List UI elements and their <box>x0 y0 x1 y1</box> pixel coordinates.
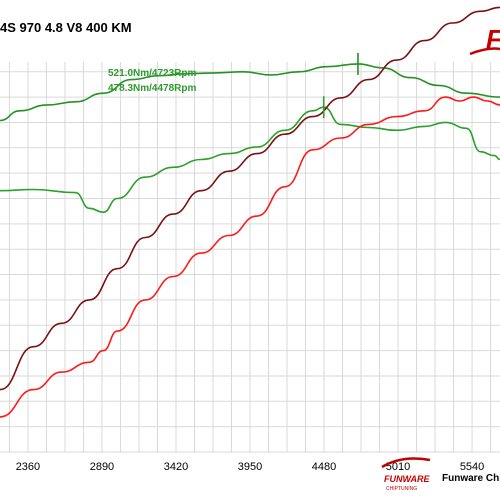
annotations-layer: 521.0Nm/4723Rpm 478.3Nm/4478Rpm <box>108 52 359 119</box>
chart-title: 4S 970 4.8 V8 400 KM <box>0 20 132 35</box>
funware-watermark: FUNWARE CHIPTUNING <box>381 457 431 492</box>
logo-swoosh <box>469 47 500 56</box>
watermark-swoosh <box>381 457 431 469</box>
series-line-3 <box>0 6 500 391</box>
x-tick-label: 2890 <box>90 461 114 473</box>
funware-logo: F <box>469 24 500 56</box>
x-tick-label: 3420 <box>164 461 188 473</box>
x-axis-ticks: 2360 2890 3420 3950 4480 5010 5540 <box>16 461 485 473</box>
annotation-label-1: 521.0Nm/4723Rpm <box>108 68 196 79</box>
x-tick-label: 2360 <box>16 461 40 473</box>
grid <box>0 62 500 453</box>
logo-mark: F <box>486 24 500 54</box>
series-line-1 <box>0 63 500 122</box>
x-tick-label: 4480 <box>312 461 336 473</box>
series-line-4 <box>0 96 500 418</box>
series-layer <box>0 6 500 418</box>
footer-text: Funware Chip <box>442 473 500 484</box>
watermark-tag: CHIPTUNING <box>386 486 417 492</box>
x-tick-label: 3950 <box>238 461 262 473</box>
watermark-name: FUNWARE <box>384 474 430 484</box>
x-tick-label: 5010 <box>386 461 410 473</box>
annotation-label-2: 478.3Nm/4478Rpm <box>108 83 196 94</box>
x-tick-label: 5540 <box>460 461 484 473</box>
series-line-2 <box>0 106 500 213</box>
